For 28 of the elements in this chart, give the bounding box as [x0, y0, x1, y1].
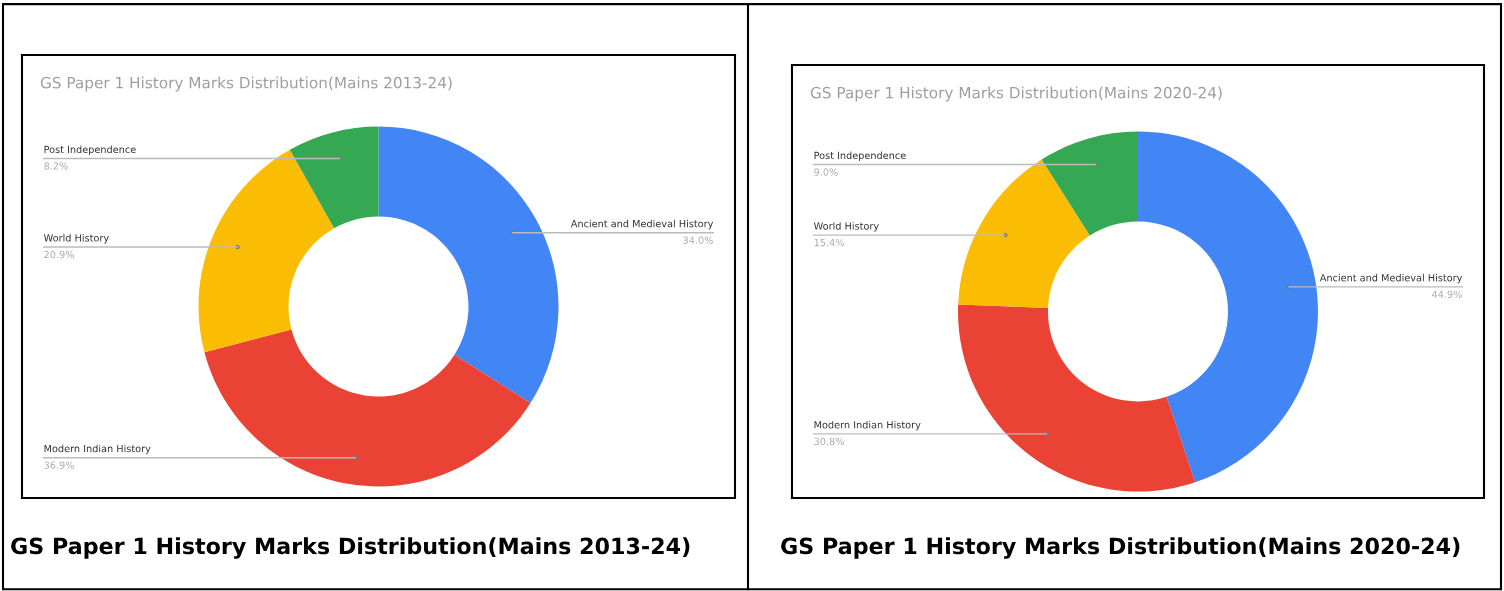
- donut-slice: [289, 126, 379, 229]
- data-label: 20.9%: [44, 250, 74, 259]
- slice-label: Post Independence: [814, 151, 906, 161]
- data-label: 15.4%: [814, 238, 844, 247]
- slice-label: Modern Indian History: [814, 420, 921, 431]
- data-label: 36.9%: [44, 461, 74, 469]
- donut-slice: [1041, 131, 1138, 236]
- slice-label: World History: [43, 234, 109, 244]
- slice-label: Ancient and Medieval History: [1319, 273, 1463, 284]
- data-label: 44.9%: [1431, 290, 1462, 298]
- data-label: 9.0%: [814, 168, 838, 176]
- data-label: 34.0%: [683, 236, 713, 244]
- text: GS Paper 1 History Marks Distribution(Mains 2020-24): [781, 537, 1460, 559]
- slice-label: Post Independence: [44, 145, 136, 155]
- text: GS Paper 1 History Marks Distribution(Mains 2013-24): [11, 537, 690, 559]
- slice-label: Modern Indian History: [44, 444, 151, 455]
- donut-slice: [198, 149, 335, 353]
- donut-slice: [1138, 131, 1318, 483]
- chart-title: GS Paper 1 History Marks Distribution(Mains 2020-24): [810, 86, 1222, 102]
- slice-label: World History: [813, 222, 879, 232]
- donut-slice: [378, 126, 559, 403]
- donut-slice: [958, 304, 1196, 492]
- data-label: 8.2%: [44, 162, 68, 170]
- data-label: 30.8%: [814, 437, 844, 446]
- donut-slice: [204, 329, 531, 487]
- donut-slice: [958, 159, 1090, 308]
- chart-title: GS Paper 1 History Marks Distribution(Mains 2013-24): [40, 76, 452, 92]
- slice-label: Ancient and Medieval History: [570, 219, 714, 230]
